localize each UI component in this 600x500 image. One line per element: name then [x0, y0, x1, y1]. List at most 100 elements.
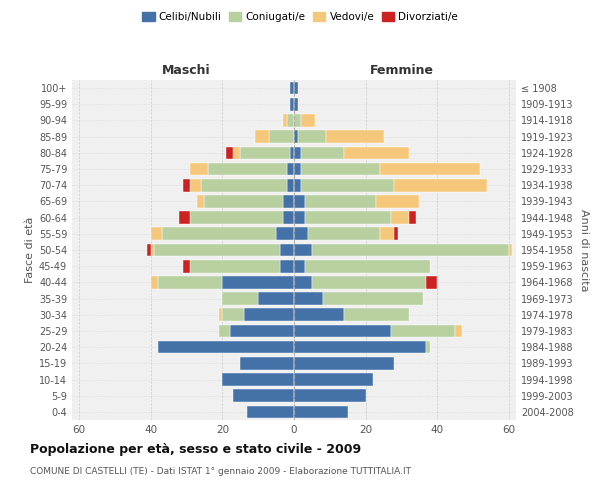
Bar	[301, 146, 344, 159]
Bar	[391, 212, 409, 224]
Bar	[226, 146, 233, 159]
Bar	[344, 146, 409, 159]
Bar	[294, 162, 301, 175]
Text: Maschi: Maschi	[162, 64, 211, 77]
Bar	[223, 373, 294, 386]
Text: COMUNE DI CASTELLI (TE) - Dati ISTAT 1° gennaio 2009 - Elaborazione TUTTITALIA.I: COMUNE DI CASTELLI (TE) - Dati ISTAT 1° …	[30, 468, 411, 476]
Bar	[290, 98, 294, 110]
Bar	[197, 195, 205, 207]
Bar	[294, 390, 365, 402]
Bar	[190, 260, 280, 272]
Bar	[294, 292, 323, 305]
Bar	[301, 162, 380, 175]
Bar	[276, 228, 294, 240]
Bar	[223, 292, 258, 305]
Bar	[201, 179, 287, 192]
Bar	[301, 114, 316, 127]
Text: Femmine: Femmine	[370, 64, 433, 77]
Bar	[183, 179, 190, 192]
Bar	[380, 162, 480, 175]
Bar	[154, 244, 280, 256]
Bar	[283, 195, 294, 207]
Bar	[247, 406, 294, 418]
Bar	[455, 324, 462, 338]
Bar	[190, 212, 283, 224]
Bar	[427, 276, 437, 288]
Bar	[233, 146, 240, 159]
Bar	[294, 357, 394, 370]
Bar	[308, 228, 380, 240]
Bar	[391, 324, 455, 338]
Bar	[312, 244, 509, 256]
Bar	[380, 228, 394, 240]
Bar	[294, 195, 305, 207]
Bar	[294, 130, 298, 143]
Bar	[151, 244, 154, 256]
Bar	[147, 244, 151, 256]
Bar	[190, 162, 208, 175]
Bar	[294, 308, 344, 321]
Bar	[287, 179, 294, 192]
Text: Popolazione per età, sesso e stato civile - 2009: Popolazione per età, sesso e stato civil…	[30, 442, 361, 456]
Bar	[294, 228, 308, 240]
Bar	[294, 179, 301, 192]
Bar	[219, 308, 223, 321]
Bar	[298, 130, 326, 143]
Bar	[294, 373, 373, 386]
Bar	[305, 212, 391, 224]
Bar	[409, 212, 416, 224]
Y-axis label: Fasce di età: Fasce di età	[25, 217, 35, 283]
Bar	[294, 324, 391, 338]
Bar	[312, 276, 427, 288]
Bar	[179, 212, 190, 224]
Bar	[376, 195, 419, 207]
Bar	[294, 276, 312, 288]
Bar	[151, 228, 161, 240]
Bar	[233, 390, 294, 402]
Bar	[290, 82, 294, 94]
Bar	[326, 130, 383, 143]
Bar	[280, 244, 294, 256]
Bar	[305, 260, 430, 272]
Bar	[305, 195, 376, 207]
Bar	[294, 260, 305, 272]
Bar	[190, 179, 201, 192]
Bar	[301, 179, 394, 192]
Bar	[283, 212, 294, 224]
Bar	[294, 341, 427, 353]
Bar	[294, 406, 348, 418]
Bar	[219, 324, 230, 338]
Bar	[283, 114, 287, 127]
Bar	[294, 98, 298, 110]
Legend: Celibi/Nubili, Coniugati/e, Vedovi/e, Divorziati/e: Celibi/Nubili, Coniugati/e, Vedovi/e, Di…	[138, 8, 462, 26]
Bar	[344, 308, 409, 321]
Bar	[394, 179, 487, 192]
Bar	[230, 324, 294, 338]
Bar	[290, 146, 294, 159]
Bar	[280, 260, 294, 272]
Bar	[294, 114, 301, 127]
Bar	[254, 130, 269, 143]
Bar	[244, 308, 294, 321]
Bar	[151, 276, 158, 288]
Bar	[287, 114, 294, 127]
Bar	[294, 146, 301, 159]
Bar	[427, 341, 430, 353]
Bar	[287, 162, 294, 175]
Bar	[183, 260, 190, 272]
Y-axis label: Anni di nascita: Anni di nascita	[579, 208, 589, 291]
Bar	[223, 276, 294, 288]
Bar	[158, 341, 294, 353]
Bar	[240, 357, 294, 370]
Bar	[208, 162, 287, 175]
Bar	[258, 292, 294, 305]
Bar	[394, 228, 398, 240]
Bar	[294, 244, 312, 256]
Bar	[223, 308, 244, 321]
Bar	[240, 146, 290, 159]
Bar	[294, 212, 305, 224]
Bar	[323, 292, 423, 305]
Bar	[158, 276, 223, 288]
Bar	[509, 244, 512, 256]
Bar	[269, 130, 294, 143]
